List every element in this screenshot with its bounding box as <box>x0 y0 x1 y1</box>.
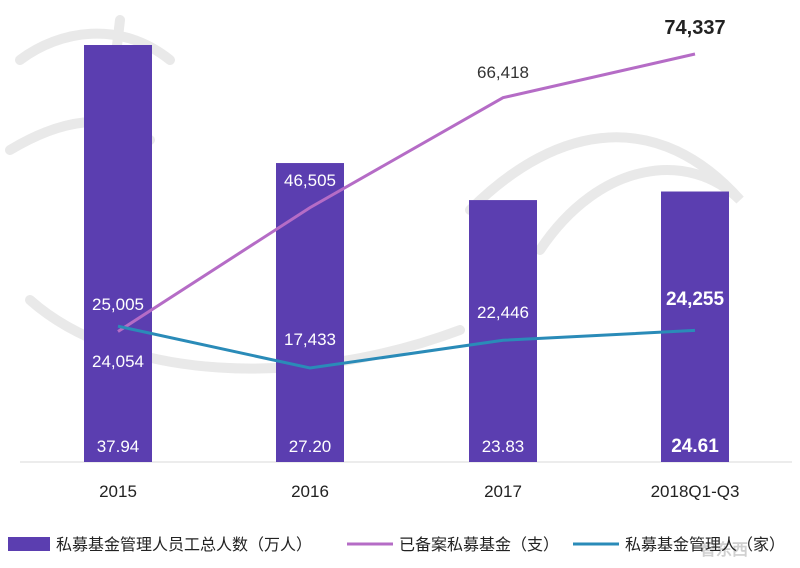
legend-swatch-bar <box>8 537 50 551</box>
x-tick-label: 2018Q1-Q3 <box>651 482 740 501</box>
registered-funds-label: 24,054 <box>92 352 144 371</box>
line-series-fund-managers <box>117 324 696 370</box>
legend-label-employees: 私募基金管理人员工总人数（万人） <box>56 536 312 554</box>
bar <box>469 200 537 462</box>
bar-value-label: 23.83 <box>482 437 525 456</box>
registered-funds-label: 74,337 <box>664 17 725 39</box>
line-series-registered-funds <box>117 52 696 333</box>
data-labels: 37.94 27.20 23.83 24.61 24,054 46,505 66… <box>92 17 726 457</box>
bar <box>84 45 152 462</box>
x-tick-label: 2016 <box>291 482 329 501</box>
bar <box>661 191 729 462</box>
legend-label-fund-managers: 私募基金管理人（家） <box>625 536 785 554</box>
watermark-logo: 智东西 <box>700 540 748 559</box>
x-tick-label: 2017 <box>484 482 522 501</box>
bar-value-label: 27.20 <box>289 437 332 456</box>
legend-label-registered-funds: 已备案私募基金（支） <box>399 536 559 554</box>
legend: 私募基金管理人员工总人数（万人） 已备案私募基金（支） 私募基金管理人（家） <box>8 536 785 554</box>
registered-funds-label: 66,418 <box>477 63 529 82</box>
bar-value-label: 37.94 <box>97 437 140 456</box>
registered-funds-label: 46,505 <box>284 171 336 190</box>
bar-series <box>84 45 729 462</box>
bar-value-label: 24.61 <box>671 436 719 457</box>
fund-managers-label: 17,433 <box>284 330 336 349</box>
fund-managers-label: 25,005 <box>92 295 144 314</box>
watermark-stroke <box>25 295 465 374</box>
fund-managers-label: 22,446 <box>477 303 529 322</box>
bar <box>276 163 344 462</box>
watermark-stroke <box>465 132 744 255</box>
x-tick-label: 2015 <box>99 482 137 501</box>
fund-managers-label: 24,255 <box>666 289 725 310</box>
x-axis-tick-labels: 2015 2016 2017 2018Q1-Q3 <box>99 482 739 501</box>
